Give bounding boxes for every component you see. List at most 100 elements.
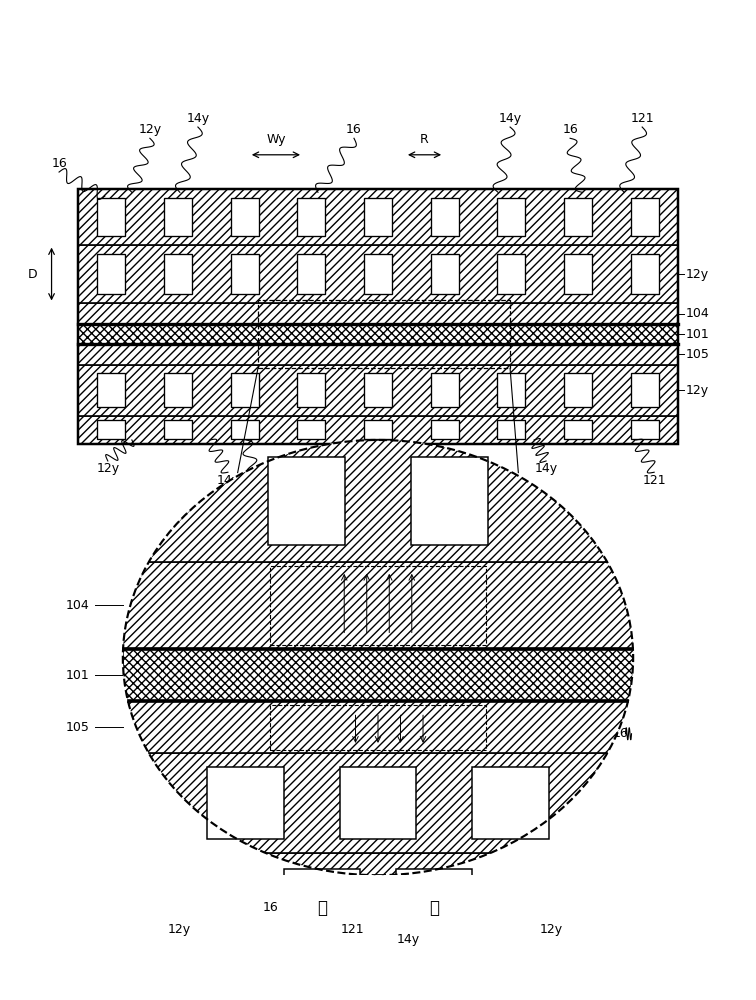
Bar: [564, 254, 592, 294]
Text: 12y: 12y: [167, 923, 191, 936]
Text: 14y: 14y: [498, 112, 522, 125]
Text: 16: 16: [346, 123, 362, 136]
Text: 出: 出: [308, 385, 314, 395]
Bar: [78, 303, 678, 324]
Bar: [164, 254, 192, 294]
Text: 出: 出: [442, 269, 448, 279]
Bar: [497, 373, 525, 407]
Text: 出: 出: [373, 794, 383, 812]
Bar: [564, 373, 592, 407]
Bar: [207, 767, 284, 839]
Text: 16: 16: [613, 727, 628, 740]
Text: 进: 进: [506, 794, 516, 812]
Bar: [431, 373, 459, 407]
Bar: [258, 300, 510, 368]
Text: 104: 104: [65, 599, 89, 612]
Bar: [164, 198, 192, 236]
Text: 进: 进: [375, 425, 381, 435]
Text: 进: 进: [509, 269, 514, 279]
Bar: [431, 420, 459, 439]
Text: 12y: 12y: [540, 923, 563, 936]
Text: 14y: 14y: [534, 462, 558, 475]
Bar: [270, 566, 486, 645]
Text: Wy: Wy: [266, 133, 286, 146]
Text: 出: 出: [575, 269, 581, 279]
Text: 101: 101: [65, 669, 89, 682]
Text: 进: 进: [642, 425, 648, 435]
Bar: [564, 420, 592, 439]
Ellipse shape: [122, 440, 634, 875]
Bar: [122, 853, 634, 962]
Bar: [268, 457, 345, 545]
Bar: [270, 705, 486, 750]
Bar: [631, 254, 658, 294]
Bar: [78, 245, 678, 303]
Bar: [364, 420, 392, 439]
Bar: [339, 767, 417, 839]
Text: 出: 出: [175, 385, 181, 395]
Bar: [431, 254, 459, 294]
Bar: [122, 753, 634, 853]
Bar: [78, 189, 678, 245]
Text: 16: 16: [562, 123, 578, 136]
Text: 进: 进: [108, 425, 114, 435]
Bar: [364, 254, 392, 294]
Text: 14y: 14y: [216, 474, 240, 487]
Text: 进: 进: [375, 385, 381, 395]
Text: 14y: 14y: [397, 933, 420, 946]
Bar: [231, 373, 259, 407]
Bar: [497, 198, 525, 236]
Text: 进: 进: [445, 492, 454, 510]
Text: 出: 出: [308, 425, 314, 435]
Text: 进: 进: [108, 269, 114, 279]
Bar: [78, 365, 678, 416]
Text: 105: 105: [65, 721, 89, 734]
Bar: [98, 420, 125, 439]
Text: 进: 进: [509, 425, 514, 435]
Text: 进: 进: [108, 212, 114, 222]
Bar: [631, 373, 658, 407]
Text: 进: 进: [240, 794, 250, 812]
Bar: [98, 373, 125, 407]
Text: 出: 出: [317, 899, 327, 917]
Text: 16: 16: [51, 157, 67, 170]
Text: 出: 出: [175, 212, 181, 222]
Text: 出: 出: [575, 425, 581, 435]
Bar: [284, 869, 360, 947]
Text: 进: 进: [242, 269, 247, 279]
Text: 进: 进: [375, 269, 381, 279]
Text: 104: 104: [686, 307, 709, 320]
Text: 进: 进: [375, 212, 381, 222]
Text: 进: 进: [242, 385, 247, 395]
Text: 出: 出: [175, 425, 181, 435]
Text: 出: 出: [442, 385, 448, 395]
Text: 进: 进: [429, 899, 439, 917]
Text: 12y: 12y: [96, 462, 119, 475]
Text: 出: 出: [575, 385, 581, 395]
Text: 出: 出: [575, 212, 581, 222]
Text: 进: 进: [509, 212, 514, 222]
Bar: [78, 324, 678, 344]
Text: 12y: 12y: [138, 123, 162, 136]
Text: 出: 出: [308, 212, 314, 222]
Text: D: D: [28, 268, 38, 281]
Bar: [297, 373, 325, 407]
Bar: [122, 440, 634, 562]
Bar: [122, 701, 634, 753]
Text: 进: 进: [242, 212, 247, 222]
Text: 出: 出: [302, 492, 311, 510]
Bar: [364, 373, 392, 407]
Text: R: R: [420, 133, 429, 146]
Bar: [164, 373, 192, 407]
Bar: [396, 869, 472, 947]
Text: 16: 16: [263, 901, 279, 914]
Bar: [297, 420, 325, 439]
Bar: [78, 344, 678, 365]
Bar: [164, 420, 192, 439]
Text: 14y: 14y: [246, 492, 269, 505]
Bar: [631, 198, 658, 236]
Bar: [98, 198, 125, 236]
Bar: [497, 420, 525, 439]
Text: 12y: 12y: [686, 268, 709, 281]
Text: 105: 105: [686, 348, 710, 361]
